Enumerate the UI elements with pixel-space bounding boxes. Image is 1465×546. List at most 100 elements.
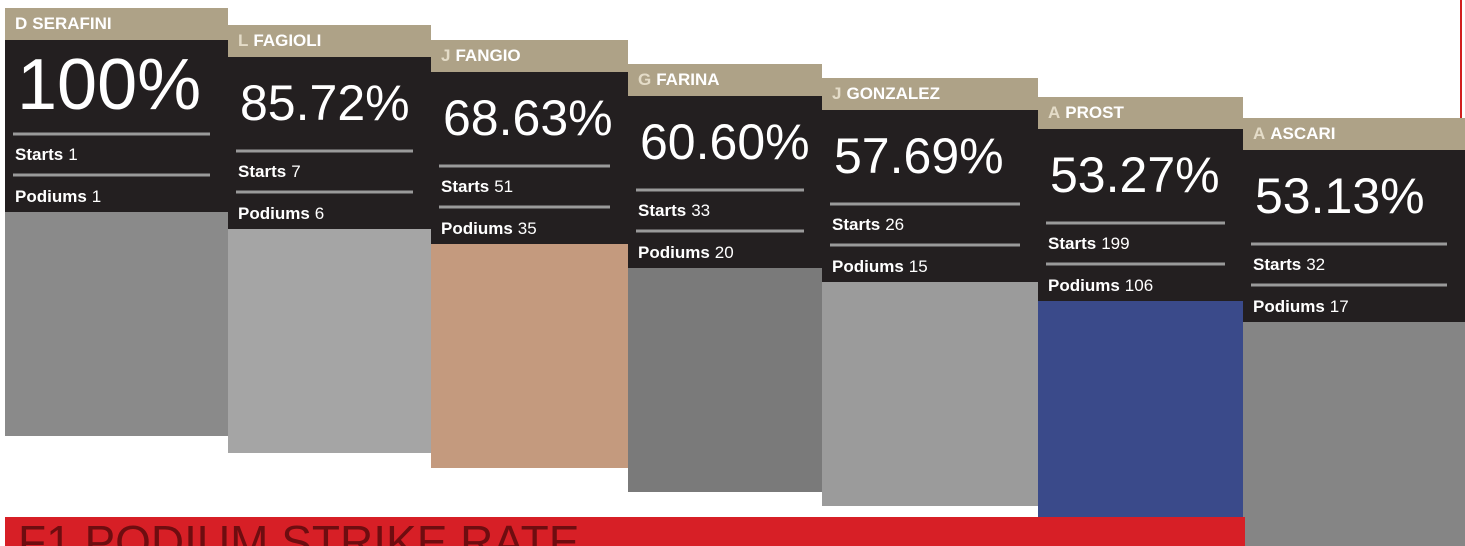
starts-value: 7: [291, 162, 300, 181]
strike-rate: 60.60%: [640, 114, 810, 170]
name-bar: [228, 25, 431, 57]
driver-name: L FAGIOLI: [238, 31, 321, 50]
photo: [5, 212, 228, 436]
name-bar: [5, 8, 228, 40]
podiums-label: Podiums: [638, 243, 710, 262]
driver-name: G FARINA: [638, 70, 720, 89]
name-bar: [1243, 118, 1465, 150]
starts-label: Starts: [1253, 255, 1301, 274]
initial: J: [832, 84, 841, 103]
podiums-row: Podiums 1: [15, 187, 101, 206]
podiums-row: Podiums 17: [1253, 297, 1349, 316]
starts-label: Starts: [15, 145, 63, 164]
strike-rate: 57.69%: [834, 128, 1004, 184]
strike-rate: 68.63%: [443, 90, 613, 146]
starts-value: 51: [494, 177, 513, 196]
podiums-label: Podiums: [1048, 276, 1120, 295]
podiums-label: Podiums: [1253, 297, 1325, 316]
starts-row: Starts 199: [1048, 234, 1130, 253]
driver-name: A PROST: [1048, 103, 1124, 122]
name-bar: [628, 64, 822, 96]
initial: A: [1048, 103, 1060, 122]
rate-box: [228, 57, 431, 229]
podiums-value: 15: [909, 257, 928, 276]
podiums-label: Podiums: [832, 257, 904, 276]
rate-box: [628, 96, 822, 268]
driver-card: A PROST 53.27% Starts 199 Podiums 106: [1038, 97, 1243, 525]
initial: G: [638, 70, 651, 89]
starts-label: Starts: [638, 201, 686, 220]
podiums-label: Podiums: [238, 204, 310, 223]
initial: L: [238, 31, 248, 50]
photo: [1243, 322, 1465, 546]
initial: A: [1253, 124, 1265, 143]
photo: [822, 282, 1038, 506]
driver-card: J GONZALEZ 57.69% Starts 26 Podiums 15: [822, 78, 1038, 506]
photo: [228, 229, 431, 453]
photo: [1038, 301, 1243, 525]
rate-box: [822, 110, 1038, 282]
podiums-label: Podiums: [441, 219, 513, 238]
starts-label: Starts: [832, 215, 880, 234]
podiums-label: Podiums: [15, 187, 87, 206]
starts-row: Starts 26: [832, 215, 904, 234]
driver-name: D SERAFINI: [15, 14, 112, 33]
starts-row: Starts 1: [15, 145, 78, 164]
podiums-row: Podiums 20: [638, 243, 734, 262]
cards: D SERAFINI 100% Starts 1 Podiums 1 L FAGIOLI 85.7…: [5, 8, 1465, 546]
starts-label: Starts: [1048, 234, 1096, 253]
driver-card: J FANGIO 68.63% Starts 51 Podiums 35: [431, 40, 628, 468]
initial: J: [441, 46, 450, 65]
podiums-row: Podiums 15: [832, 257, 928, 276]
strike-rate: 53.13%: [1255, 168, 1425, 224]
podiums-value: 35: [518, 219, 537, 238]
rate-box: [5, 40, 228, 212]
strike-rate: 53.27%: [1050, 147, 1220, 203]
surname: PROST: [1065, 103, 1124, 122]
starts-value: 26: [885, 215, 904, 234]
starts-value: 1: [68, 145, 77, 164]
surname: FANGIO: [455, 46, 520, 65]
driver-card: A ASCARI 53.13% Starts 32 Podiums 17: [1243, 118, 1465, 546]
starts-row: Starts 51: [441, 177, 513, 196]
starts-row: Starts 33: [638, 201, 710, 220]
surname: FAGIOLI: [253, 31, 321, 50]
podiums-value: 20: [715, 243, 734, 262]
rate-box: [1243, 150, 1465, 322]
starts-row: Starts 7: [238, 162, 301, 181]
podiums-row: Podiums 6: [238, 204, 324, 223]
name-bar: [431, 40, 628, 72]
driver-card: G FARINA 60.60% Starts 33 Podiums 20: [628, 64, 822, 492]
podiums-row: Podiums 35: [441, 219, 537, 238]
driver-name: A ASCARI: [1253, 124, 1335, 143]
driver-card: L FAGIOLI 85.72% Starts 7 Podiums 6: [228, 25, 431, 453]
driver-name: J GONZALEZ: [832, 84, 940, 103]
surname: GONZALEZ: [846, 84, 940, 103]
starts-value: 33: [691, 201, 710, 220]
starts-value: 32: [1306, 255, 1325, 274]
title: F1 PODIUM STRIKE RATE: [18, 516, 579, 546]
surname: FARINA: [656, 70, 719, 89]
initial: D: [15, 14, 27, 33]
starts-label: Starts: [441, 177, 489, 196]
surname: SERAFINI: [32, 14, 111, 33]
photo: [431, 244, 628, 468]
starts-label: Starts: [238, 162, 286, 181]
name-bar: [822, 78, 1038, 110]
starts-value: 199: [1101, 234, 1129, 253]
surname: ASCARI: [1270, 124, 1335, 143]
podiums-value: 17: [1330, 297, 1349, 316]
title-banner: [5, 517, 1245, 546]
rate-box: [1038, 129, 1243, 301]
driver-card: D SERAFINI 100% Starts 1 Podiums 1: [5, 8, 228, 436]
name-bar: [1038, 97, 1243, 129]
strike-rate: 100%: [17, 45, 201, 125]
podiums-row: Podiums 106: [1048, 276, 1153, 295]
podiums-value: 1: [92, 187, 101, 206]
starts-row: Starts 32: [1253, 255, 1325, 274]
rate-box: [431, 72, 628, 244]
driver-name: J FANGIO: [441, 46, 521, 65]
photo: [628, 268, 822, 492]
